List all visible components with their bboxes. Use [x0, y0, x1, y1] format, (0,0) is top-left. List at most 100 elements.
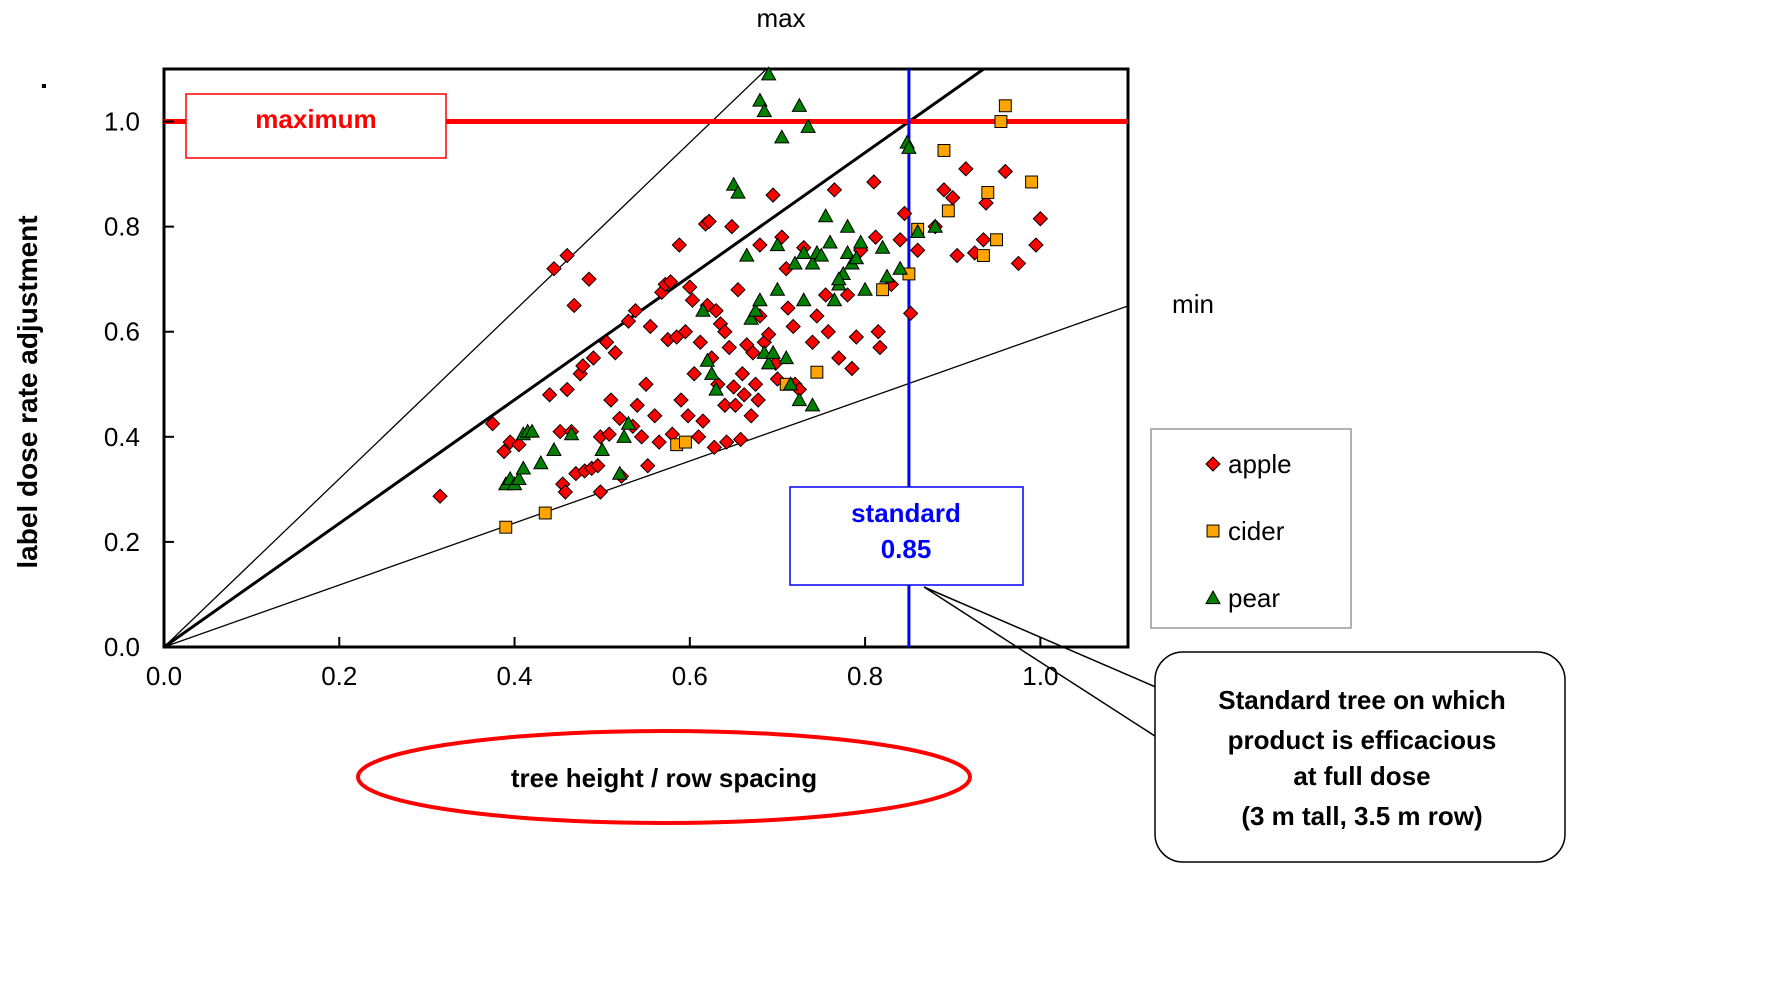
- apple-point: [867, 229, 884, 245]
- pear-point: [546, 441, 562, 457]
- apple-point: [831, 350, 847, 366]
- apple-point: [936, 182, 952, 198]
- apple-point: [585, 350, 602, 366]
- x-tick-label: 0.0: [146, 661, 182, 691]
- y-tick-label: 0.0: [104, 632, 140, 662]
- pear-point: [857, 281, 873, 296]
- y-tick-label: 0.8: [104, 212, 140, 242]
- pear-point: [927, 218, 944, 233]
- x-tick-label: 1.0: [1022, 661, 1058, 691]
- legend-cider-label: cider: [1228, 516, 1285, 546]
- pear-point: [795, 244, 812, 260]
- pear-point: [852, 234, 869, 249]
- x-tick-label: 0.2: [321, 661, 357, 691]
- apple-point: [839, 287, 856, 303]
- maximum-label-box: [185, 93, 447, 159]
- data-points: [432, 66, 1049, 534]
- apple-point: [592, 484, 609, 500]
- apple-point: [684, 292, 701, 308]
- apple-point: [730, 281, 746, 298]
- apple-point: [866, 174, 882, 190]
- apple-point: [721, 339, 737, 356]
- pear-point: [817, 208, 834, 223]
- apple-point: [638, 376, 654, 392]
- apple-point: [736, 387, 752, 403]
- pear-point: [611, 465, 628, 480]
- x-axis-title-ellipse: [356, 729, 972, 825]
- pear-point: [830, 271, 847, 286]
- pear-point: [782, 376, 799, 391]
- apple-point: [557, 484, 574, 500]
- apple-point: [725, 379, 742, 395]
- y-tick-label: 1.0: [104, 107, 140, 137]
- pear-point: [703, 365, 720, 380]
- pear-point: [822, 234, 838, 249]
- cider-point: [941, 204, 955, 218]
- standard-reference-line: [164, 69, 987, 647]
- cider-point: [937, 143, 951, 157]
- pear-point: [730, 184, 746, 199]
- y-axis-title: label dose rate adjustment: [12, 215, 43, 568]
- legend-cider-marker: [1206, 524, 1220, 538]
- apple-point: [872, 339, 888, 356]
- apple-point: [662, 274, 679, 290]
- apple-point: [809, 308, 825, 324]
- apple-point: [718, 434, 735, 450]
- legend-apple-label: apple: [1228, 449, 1292, 479]
- apple-point: [581, 271, 597, 287]
- apple-point: [695, 413, 711, 429]
- pear-point: [752, 92, 768, 107]
- apple-point: [552, 423, 568, 440]
- pear-point: [892, 260, 908, 275]
- apple-point: [541, 387, 558, 403]
- pear-point: [909, 223, 926, 238]
- legend-apple-marker: [1205, 456, 1221, 472]
- apple-point: [607, 345, 624, 361]
- apple-point: [496, 443, 512, 460]
- apple-point: [902, 305, 919, 322]
- apple-point: [896, 205, 913, 222]
- apple-point: [640, 458, 656, 474]
- apple-point: [727, 397, 744, 413]
- standard-label-value: 0.85: [881, 534, 932, 564]
- apple-point: [975, 232, 992, 248]
- min-line-label: min: [1172, 289, 1214, 319]
- x-tick-label: 0.6: [672, 661, 708, 691]
- callout-pointer-lower: [923, 586, 1159, 739]
- standard-label-title: standard: [851, 498, 961, 528]
- pear-point: [616, 428, 632, 443]
- pear-point: [874, 239, 891, 254]
- pear-point: [620, 415, 637, 430]
- apple-point: [671, 237, 688, 253]
- standard-label-box: [789, 486, 1024, 586]
- legend: apple cider pear: [1205, 449, 1292, 613]
- apple-point: [601, 426, 617, 442]
- x-axis: 0.0 0.2 0.4 0.6 0.8 1.0: [146, 637, 1058, 691]
- pear-point: [791, 97, 808, 112]
- cider-point: [810, 365, 824, 379]
- apple-point: [848, 329, 865, 345]
- apple-point: [603, 392, 619, 408]
- y-axis-title-dot: .: [21, 82, 52, 90]
- apple-point: [633, 429, 650, 445]
- y-axis: 0.0 0.2 0.4 0.6 0.8 1.0: [104, 107, 174, 662]
- pear-point: [795, 292, 812, 307]
- apple-point: [949, 247, 965, 264]
- pear-point: [695, 302, 711, 317]
- pear-point: [813, 247, 830, 262]
- pear-point: [879, 268, 895, 283]
- apple-point: [785, 318, 801, 335]
- apple-point: [1028, 237, 1044, 253]
- apple-point: [708, 303, 724, 319]
- cider-point: [538, 506, 552, 520]
- cider-point: [876, 283, 890, 297]
- callout-box: [1154, 651, 1566, 863]
- apple-point: [804, 334, 821, 350]
- apple-point: [590, 458, 606, 474]
- apple-point: [743, 408, 759, 424]
- apple-point: [780, 300, 796, 316]
- y-tick-label: 0.6: [104, 317, 140, 347]
- pear-point: [594, 441, 611, 457]
- pear-point: [769, 236, 786, 252]
- apple-point: [732, 431, 749, 448]
